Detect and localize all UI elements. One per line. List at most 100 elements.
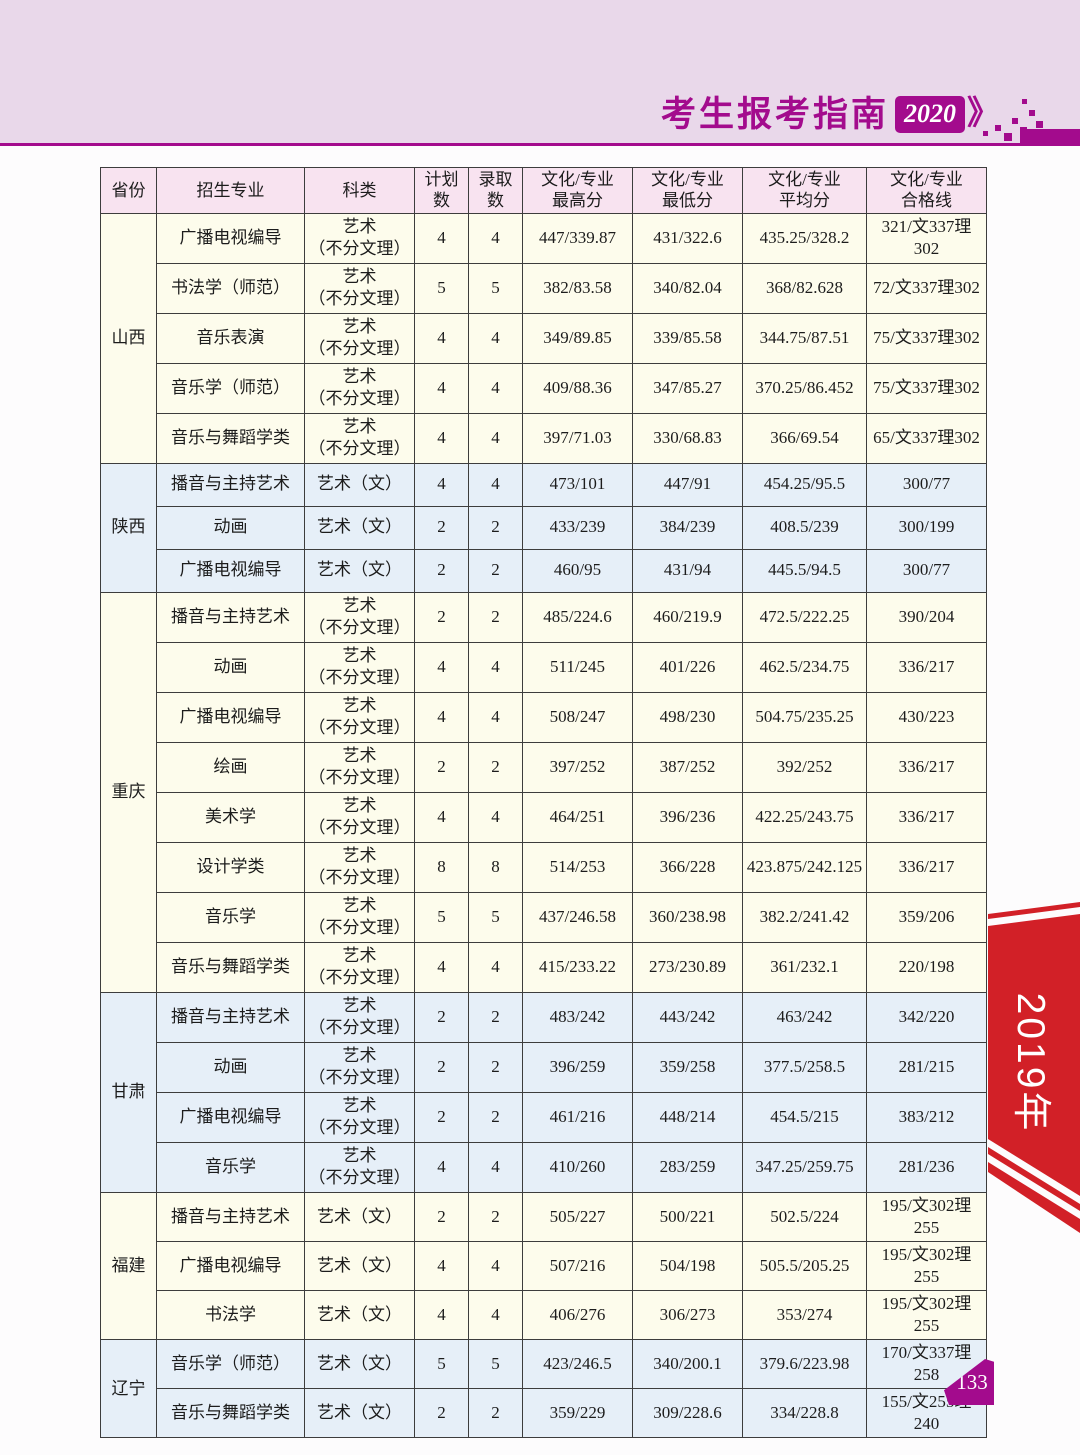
table-cell: 4 (414, 312, 469, 364)
table-cell: 359/258 (632, 1041, 743, 1093)
table-cell: 艺术 （不分文理） (304, 591, 415, 643)
table-cell: 艺术（文） (304, 1191, 415, 1242)
table-cell: 广播电视编导 (156, 1091, 305, 1143)
table-cell: 2 (414, 548, 469, 593)
table-row: 陕西 播音与主持艺术 艺术（文） 4 4 473/101 447/91 454.25/95.5… (100, 462, 987, 593)
table-cell: 339/85.58 (632, 312, 743, 364)
table-cell: 4 (468, 362, 523, 414)
table-cell: 4 (414, 1289, 469, 1341)
table-cell: 音乐与舞蹈学类 (156, 941, 305, 993)
table-cell: 443/242 (632, 991, 743, 1043)
table-cell: 2 (414, 505, 469, 550)
table-cell: 艺术 （不分文理） (304, 891, 415, 943)
table-cell: 艺术 （不分文理） (304, 412, 415, 464)
table-cell: 366/228 (632, 841, 743, 893)
table-row: 书法学 艺术（文） 4 4 406/276 306/273 353/274 195/文302理… (101, 1289, 987, 1341)
table-cell: 4 (414, 941, 469, 993)
table-cell: 艺术（文） (304, 505, 415, 550)
table-cell: 504.75/235.25 (742, 691, 867, 743)
province-cell: 重庆 (100, 591, 157, 993)
province-cell: 陕西 (100, 462, 157, 593)
table-row: 广播电视编导 艺术（文） 2 2 460/95 431/94 445.5/94.5 300/7… (101, 548, 987, 593)
table-cell: 4 (468, 212, 523, 264)
table-cell: 广播电视编导 (156, 212, 305, 264)
table-cell: 423.875/242.125 (742, 841, 867, 893)
table-cell: 动画 (156, 641, 305, 693)
table-cell: 设计学类 (156, 841, 305, 893)
table-cell: 4 (414, 362, 469, 414)
table-cell: 283/259 (632, 1141, 743, 1193)
table-cell: 4 (414, 641, 469, 693)
masthead-rule (0, 143, 1080, 146)
table-cell: 播音与主持艺术 (156, 591, 305, 643)
chevron-icon: 》 (967, 96, 1000, 132)
table-cell: 艺术（文） (304, 1339, 415, 1390)
table-row: 福建 播音与主持艺术 艺术（文） 2 2 505/227 500/221 502.5/224 1… (100, 1191, 987, 1341)
table-row: 重庆 播音与主持艺术 艺术 （不分文理） 2 2 485/224.6 460/219.9 47… (100, 591, 987, 993)
table-row: 动画 艺术 （不分文理） 4 4 511/245 401/226 462.5/234.75 3… (101, 641, 987, 693)
table-cell: 5 (414, 1339, 469, 1390)
table-cell: 359/229 (522, 1388, 633, 1439)
table-row: 音乐学 艺术 （不分文理） 5 5 437/246.58 360/238.98 382.2/… (101, 891, 987, 943)
table-cell: 8 (414, 841, 469, 893)
province-cell: 甘肃 (100, 991, 157, 1193)
table-cell: 2 (468, 548, 523, 593)
year-ribbon: 2019年 (988, 900, 1080, 1245)
table-cell: 4 (468, 691, 523, 743)
table-cell: 195/文302理255 (866, 1240, 987, 1291)
table-cell: 423/246.5 (522, 1339, 633, 1390)
table-cell: 2 (468, 1091, 523, 1143)
table-cell: 485/224.6 (522, 591, 633, 643)
table-cell: 艺术 （不分文理） (304, 641, 415, 693)
table-cell: 75/文337理302 (866, 362, 987, 414)
table-cell: 广播电视编导 (156, 691, 305, 743)
table-row: 动画 艺术 （不分文理） 2 2 396/259 359/258 377.5/258.5 28… (101, 1041, 987, 1093)
table-row: 绘画 艺术 （不分文理） 2 2 397/252 387/252 392/252 336/21… (101, 741, 987, 793)
page-header: 考生报考指南 2020 》 (661, 96, 1000, 133)
table-cell: 艺术 （不分文理） (304, 941, 415, 993)
table-cell: 430/223 (866, 691, 987, 743)
table-cell: 动画 (156, 505, 305, 550)
table-cell: 4 (468, 462, 523, 507)
table-cell: 2 (414, 1091, 469, 1143)
table-cell: 书法学 (156, 1289, 305, 1341)
table-cell: 340/200.1 (632, 1339, 743, 1390)
table-cell: 艺术 （不分文理） (304, 791, 415, 843)
table-cell: 415/233.22 (522, 941, 633, 993)
table-cell: 406/276 (522, 1289, 633, 1341)
table-cell: 498/230 (632, 691, 743, 743)
table-cell: 220/198 (866, 941, 987, 993)
table-cell: 2 (414, 991, 469, 1043)
table-cell: 463/242 (742, 991, 867, 1043)
table-cell: 514/253 (522, 841, 633, 893)
table-cell: 447/339.87 (522, 212, 633, 264)
table-row: 动画 艺术（文） 2 2 433/239 384/239 408.5/239 300/199 (101, 505, 987, 550)
table-cell: 4 (414, 1141, 469, 1193)
guide-title: 考生报考指南 (660, 95, 889, 134)
table-cell: 511/245 (522, 641, 633, 693)
table-cell: 艺术（文） (304, 1289, 415, 1341)
table-cell: 377.5/258.5 (742, 1041, 867, 1093)
table-cell: 422.25/243.75 (742, 791, 867, 843)
table-cell: 300/77 (866, 462, 987, 507)
table-cell: 4 (468, 791, 523, 843)
table-cell: 431/322.6 (632, 212, 743, 264)
table-cell: 72/文337理302 (866, 262, 987, 314)
table-cell: 273/230.89 (632, 941, 743, 993)
table-cell: 绘画 (156, 741, 305, 793)
table-cell: 431/94 (632, 548, 743, 593)
table-cell: 437/246.58 (522, 891, 633, 943)
table-cell: 397/252 (522, 741, 633, 793)
table-row: 广播电视编导 艺术 （不分文理） 2 2 461/216 448/214 454.5/215… (101, 1091, 987, 1143)
table-cell: 音乐与舞蹈学类 (156, 412, 305, 464)
table-cell: 379.6/223.98 (742, 1339, 867, 1390)
table-cell: 387/252 (632, 741, 743, 793)
table-cell: 300/77 (866, 548, 987, 593)
table-cell: 321/文337理302 (866, 212, 987, 264)
table-cell: 340/82.04 (632, 262, 743, 314)
table-cell: 播音与主持艺术 (156, 991, 305, 1043)
table-cell: 音乐学（师范） (156, 362, 305, 414)
table-cell: 500/221 (632, 1191, 743, 1242)
table-row: 广播电视编导 艺术（文） 4 4 507/216 504/198 505.5/205.25 1… (101, 1240, 987, 1291)
